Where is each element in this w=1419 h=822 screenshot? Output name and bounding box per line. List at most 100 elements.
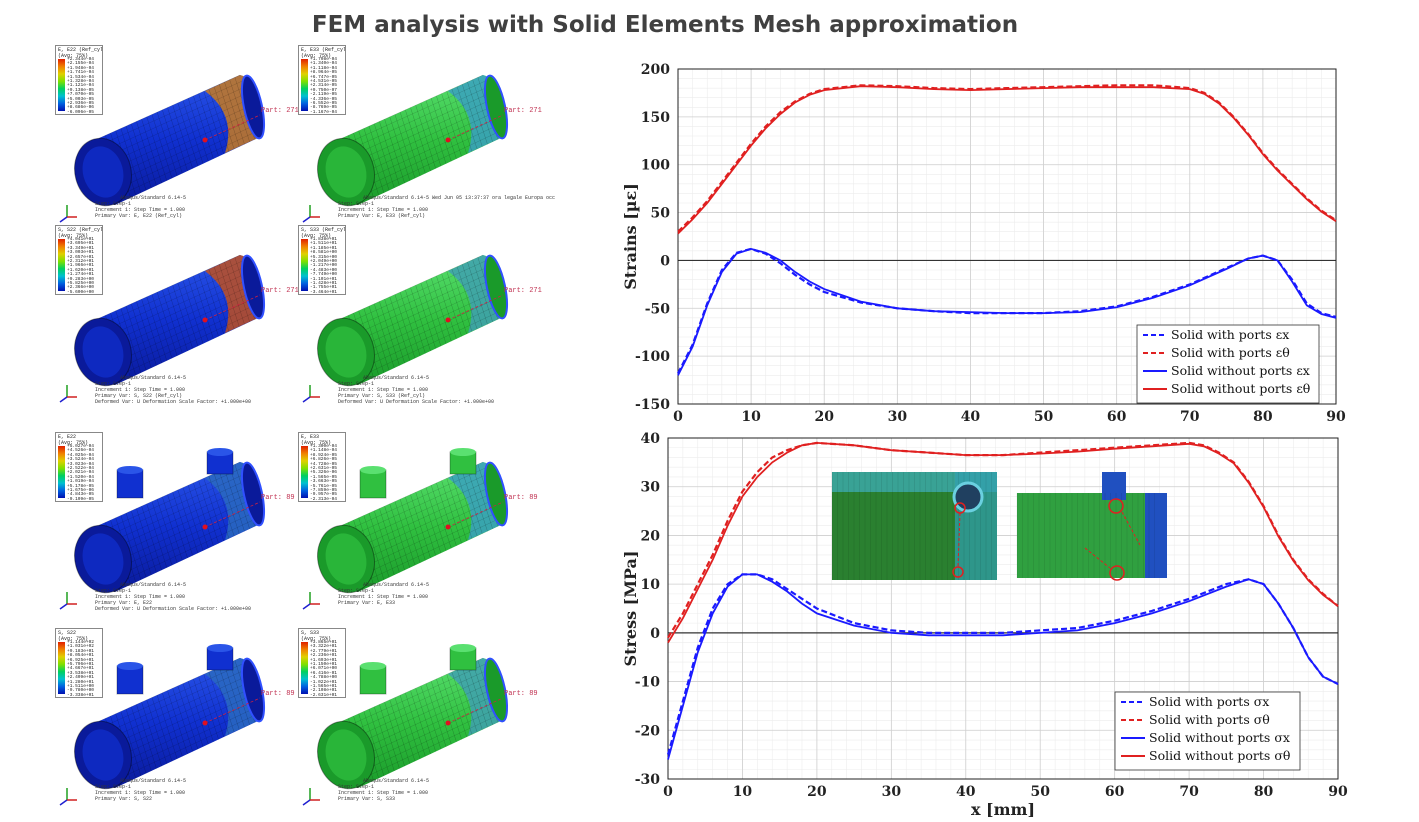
inset-right-section <box>1017 493 1167 578</box>
y-tick-label: 40 <box>641 431 661 447</box>
legend-ticks: +3.865e+01 +3.322e+01 +2.779e+01 +2.236e+01… <box>310 640 338 698</box>
legend-tick: +9.283e+00 <box>67 276 95 282</box>
legend-tick: +4.526e-04 <box>67 448 95 454</box>
legend-avg: (Avg: 75%) <box>58 233 89 239</box>
x-tick-label: 60 <box>1105 784 1125 800</box>
plot-frame <box>667 437 1339 780</box>
footer-line: Primary Var: S, S33 (Ref_cyl) <box>338 393 426 399</box>
legend-tick: +2.522e-04 <box>67 466 95 472</box>
legend-tick: +5.796e+01 <box>67 662 95 668</box>
footer-line: Increment 1: Step Time = 1.000 <box>95 207 186 213</box>
legend-tick: +8.581e+00 <box>310 250 338 256</box>
legend-tick: +1.300e-04 <box>310 444 338 449</box>
part-label: Part: 89 <box>261 690 295 698</box>
legend-tick: +8.964e-05 <box>310 70 338 76</box>
legend-tick: -4.788e+00 <box>310 675 338 681</box>
x-tick-label: 50 <box>1030 784 1050 800</box>
legend-tick: +1.185e+01 <box>310 245 338 251</box>
x-tick-label: 70 <box>1180 409 1200 425</box>
y-tick-label: 200 <box>641 62 670 78</box>
x-tick-label: 80 <box>1254 784 1274 800</box>
legend-title: S, S22 (Ref_cyl) <box>58 227 103 233</box>
fem-panel: S, S33 (Ref_cyl) (Avg: 75%) +1.838e+01 +1.5… <box>298 225 543 405</box>
step-footer: Abaqus/Standard 6.14-5 Step: Step-1 Increm… <box>95 582 251 612</box>
legend-tick: +1.620e+01 <box>67 267 95 273</box>
legend-tick: +1.675e-06 <box>67 488 95 494</box>
legend-tick: +5.003e-05 <box>67 96 95 102</box>
step-footer: Abaqus/Standard 6.14-5 Wed Jun 05 13:37:… <box>338 195 555 219</box>
cylinder-end-cap <box>240 461 266 527</box>
footer-line: Deformed Var: U Deformation Scale Factor… <box>338 399 495 405</box>
footer-line: Primary Var: S, S33 <box>338 796 396 802</box>
y-tick-label: 10 <box>641 577 661 593</box>
legend-label: Solid with ports εθ <box>1171 345 1290 360</box>
x-tick-label: 20 <box>814 409 834 425</box>
axis-triad-icon <box>302 385 320 403</box>
legend-tick: -2.119e-05 <box>310 92 338 98</box>
cylinder-end-cap <box>240 74 266 140</box>
x-tick-label: 10 <box>741 409 761 425</box>
legend-tick: +8.924e-05 <box>310 452 338 458</box>
legend-avg: (Avg: 75%) <box>58 53 89 59</box>
cylinder-end-cap <box>483 74 509 140</box>
legend-tick: -4.483e+00 <box>310 267 338 273</box>
cylinder-render <box>74 644 266 790</box>
x-tick-label: 90 <box>1326 409 1346 425</box>
footer-line: Primary Var: S, S22 (Ref_cyl) <box>95 393 183 399</box>
odb-info: Abaqus/Standard 6.14-5 Wed Jun 05 13:37:… <box>363 195 556 201</box>
legend-tick: +9.750e-07 <box>310 87 338 93</box>
cylinder-render <box>317 74 509 207</box>
legend-tick: +1.948e-04 <box>67 65 95 71</box>
legend-tick: +4.531e-05 <box>310 79 338 85</box>
legend-tick: -3.338e+01 <box>67 692 95 698</box>
footer-line: Step: Step-1 <box>95 381 132 387</box>
x-tick-label: 90 <box>1328 784 1348 800</box>
cylinder-render <box>317 448 509 594</box>
fem-panel: S, S22 (Avg: 75%) +1.144e+02 +1.031e+02 +9.1… <box>55 628 300 808</box>
part-pointer <box>204 697 261 724</box>
legend-title: E, E33 (Ref_cyl) <box>301 47 346 53</box>
legend-tick: +6.416e-01 <box>310 670 338 676</box>
footer-line: Step: Step-1 <box>95 784 132 790</box>
footer-line: Deformed Var: U Deformation Scale Factor… <box>95 399 252 405</box>
legend-ticks: +2.344e-04 +2.155e-04 +1.948e-04 +1.741e-04… <box>67 57 95 115</box>
legend-tick: +2.344e-04 <box>67 57 95 62</box>
odb-info: Abaqus/Standard 6.14-5 <box>363 778 430 784</box>
axis-triad-icon <box>59 385 77 403</box>
y-tick-label: 150 <box>641 110 670 126</box>
legend-ticks: +1.838e+01 +1.511e+01 +1.185e+01 +8.581e+00… <box>310 237 338 294</box>
legend-tick: +1.520e-04 <box>67 474 95 480</box>
x-tick-label: 20 <box>807 784 827 800</box>
step-footer: Abaqus/Standard 6.14-5 Step: Step-1 Increm… <box>338 375 494 405</box>
legend-tick: +3.695e+01 <box>67 241 95 247</box>
legend-title: E, E33 <box>301 434 320 440</box>
legend-tick: +3.349e+01 <box>67 245 95 251</box>
legend-tick: +9.138e-05 <box>67 87 95 93</box>
contour-legend: S, S33 (Avg: 75%) +3.865e+01 +3.322e+01 +2.7… <box>298 628 346 698</box>
port-left <box>359 469 387 499</box>
legend-avg: (Avg: 75%) <box>58 636 89 642</box>
legend-tick: +6.826e-05 <box>310 457 338 463</box>
legend-tick: +1.118e-04 <box>310 65 338 71</box>
cylinder-end-cap <box>240 254 266 320</box>
part-pointer <box>204 114 261 141</box>
legend-tick: +1.966e+01 <box>67 263 95 269</box>
legend-tick: -6.096e-05 <box>67 109 95 115</box>
series-line <box>677 84 1337 233</box>
legend-tick: -9.109e-05 <box>67 496 95 502</box>
legend-tick: +2.936e-05 <box>67 101 95 107</box>
legend-ticks: +5.027e-04 +4.526e-04 +4.025e-04 +3.524e-04… <box>67 444 95 502</box>
legend-tick: -1.428e+01 <box>310 281 338 287</box>
footer-line: Primary Var: E, E22 <box>95 600 153 606</box>
chart-legend: Solid with ports εx Solid with ports εθ So… <box>1136 324 1320 404</box>
legend-tick: +1.121e-04 <box>67 83 95 89</box>
colorbar <box>301 642 308 694</box>
part-label: Part: 271 <box>261 287 299 295</box>
contour-legend: S, S22 (Ref_cyl) (Avg: 75%) +4.041e+01 +3.6… <box>55 225 103 295</box>
legend-tick: +1.534e-04 <box>67 74 95 80</box>
x-tick-label: 50 <box>1034 409 1054 425</box>
series-line <box>667 441 1339 639</box>
legend-tick: +3.322e+01 <box>310 644 338 650</box>
legend-tick: -2.631e+01 <box>310 692 338 698</box>
